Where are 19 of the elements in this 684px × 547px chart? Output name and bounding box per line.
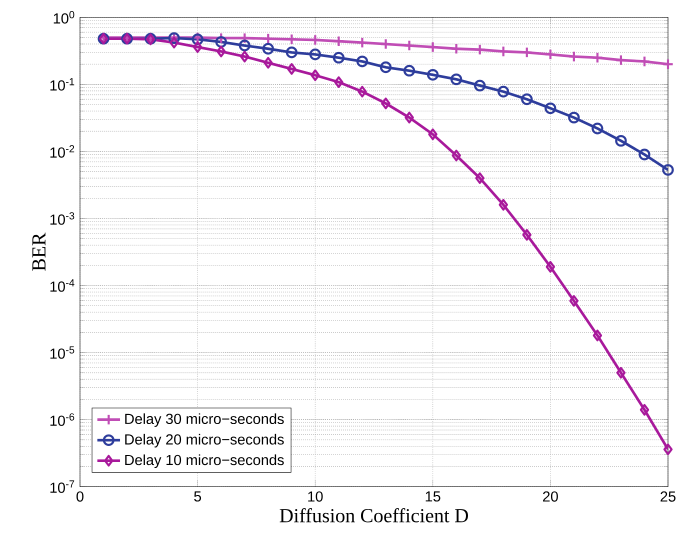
y-tick-label: 10$^{-1}$ (50, 78, 74, 91)
x-tick-label: 10 (308, 492, 323, 502)
y-tick-label: 10$^{0}$ (54, 11, 74, 24)
y-tick-label: 10$^{-6}$ (50, 414, 74, 426)
y-tick-label: 10$^{-2}$ (50, 145, 74, 158)
y-tick-label: 10$^{-4}$ (50, 279, 74, 292)
y-tick-label: 10$^{-3}$ (50, 212, 74, 225)
x-tick-label: 15 (426, 492, 440, 502)
legend-label: Delay 20 micro−seconds (125, 434, 284, 448)
y-tick-label: 10$^{-5}$ (50, 346, 74, 359)
x-tick-label: 25 (660, 492, 676, 502)
x-tick-label: 0 (76, 492, 84, 502)
x-tick-label: 5 (194, 492, 202, 502)
y-axis-title: BER (32, 232, 46, 271)
x-axis-title: Diffusion Coefficient D (280, 508, 468, 523)
y-tick-label: 10$^{-7}$ (50, 480, 74, 494)
legend-label: Delay 30 micro−seconds (125, 414, 284, 428)
legend-label: Delay 10 micro−seconds (125, 454, 284, 468)
x-tick-label: 20 (543, 492, 558, 502)
